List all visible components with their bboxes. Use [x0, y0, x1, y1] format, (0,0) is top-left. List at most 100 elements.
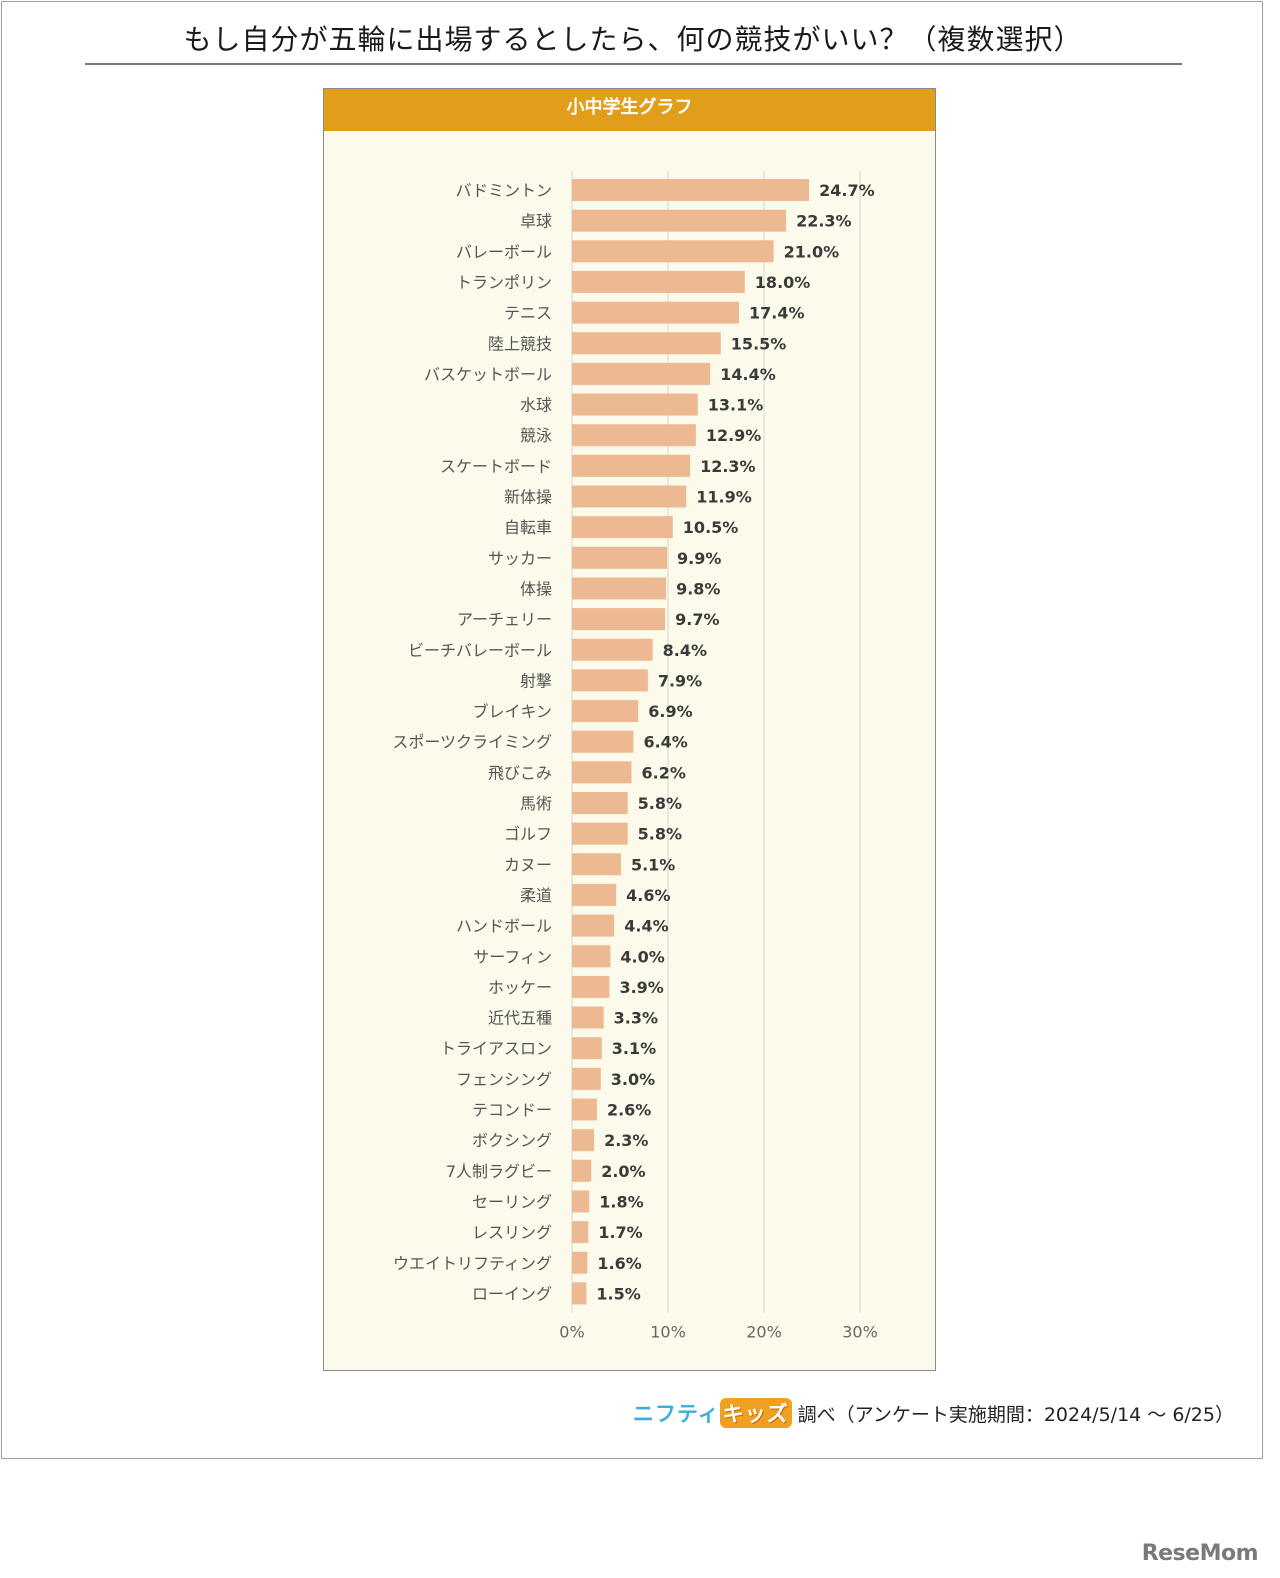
category-label: ローイング	[472, 1284, 552, 1303]
category-label: 自転車	[504, 518, 552, 537]
bar	[572, 270, 745, 293]
data-label: 3.9%	[619, 978, 663, 997]
bar	[572, 975, 610, 998]
data-label: 9.9%	[677, 549, 721, 568]
data-label: 2.0%	[601, 1162, 645, 1181]
x-tick-label: 20%	[746, 1323, 782, 1342]
data-label: 2.3%	[604, 1131, 648, 1150]
bar	[572, 822, 628, 845]
data-label: 5.1%	[631, 855, 675, 874]
x-tick-label: 10%	[650, 1323, 686, 1342]
bar	[572, 1067, 601, 1090]
data-label: 24.7%	[819, 181, 875, 200]
bar	[572, 1129, 595, 1152]
data-label: 9.8%	[676, 579, 720, 598]
category-label: テコンドー	[472, 1101, 552, 1120]
category-label: ウエイトリフティング	[393, 1254, 552, 1273]
category-label: ボクシング	[472, 1131, 552, 1150]
bar	[572, 485, 687, 508]
category-label: トライアスロン	[440, 1039, 552, 1058]
bar-chart: 0% 10% 20% 30% バドミントン 24.7% 卓球 22.3% バレーボール 21.0%…	[392, 170, 878, 1342]
category-label: ホッケー	[488, 978, 552, 997]
data-label: 1.7%	[598, 1223, 642, 1242]
bar	[572, 1251, 588, 1274]
bar	[572, 730, 634, 753]
bar	[572, 1159, 592, 1182]
data-label: 4.6%	[626, 886, 670, 905]
bar	[572, 853, 621, 876]
bar	[572, 424, 696, 447]
data-label: 12.9%	[706, 426, 762, 445]
category-label: サッカー	[488, 549, 552, 568]
bar	[572, 883, 617, 906]
data-label: 11.9%	[696, 488, 752, 507]
bar	[572, 332, 721, 355]
category-label: 7人制ラグビー	[446, 1162, 552, 1181]
category-label: 競泳	[520, 426, 552, 445]
category-label: セーリング	[472, 1192, 552, 1211]
resemom-watermark: ReseMom	[1141, 1541, 1259, 1566]
data-label: 6.9%	[648, 702, 692, 721]
bar	[572, 516, 673, 539]
data-label: 1.5%	[596, 1284, 640, 1303]
figure-frame	[1, 1, 1263, 1459]
category-label: 水球	[520, 396, 552, 415]
category-label: 体操	[520, 579, 552, 598]
bar	[572, 393, 698, 416]
category-label: 飛びこみ	[488, 763, 552, 782]
bar	[572, 638, 653, 661]
page-title: もし自分が五輪に出場するとしたら、何の競技がいい？（複数選択）	[183, 23, 1083, 56]
data-label: 2.6%	[607, 1101, 651, 1120]
category-label: ビーチバレーボール	[408, 641, 552, 660]
x-tick-label: 0%	[559, 1323, 584, 1342]
data-label: 18.0%	[755, 273, 811, 292]
category-label: ブレイキン	[472, 702, 552, 721]
data-label: 21.0%	[784, 242, 840, 261]
data-label: 3.0%	[611, 1070, 655, 1089]
bar	[572, 1037, 602, 1060]
data-label: 4.4%	[624, 917, 668, 936]
data-label: 1.6%	[597, 1254, 641, 1273]
category-label: 陸上競技	[488, 334, 552, 353]
data-label: 10.5%	[683, 518, 739, 537]
category-label: 柔道	[520, 886, 552, 905]
category-label: 射撃	[520, 671, 552, 690]
category-label: スポーツクライミング	[392, 733, 552, 752]
title-divider	[85, 63, 1182, 65]
category-label: 近代五種	[488, 1009, 552, 1028]
data-label: 5.8%	[638, 794, 682, 813]
data-label: 8.4%	[663, 641, 707, 660]
source-note: ニフティ キッズ 調べ（アンケート実施期間：2024/5/14 ～ 6/25）	[633, 1397, 1234, 1429]
data-label: 17.4%	[749, 304, 805, 323]
bar	[572, 700, 639, 723]
data-label: 3.3%	[614, 1009, 658, 1028]
data-label: 9.7%	[675, 610, 719, 629]
bar	[572, 1221, 589, 1244]
category-label: サーフィン	[473, 947, 552, 966]
category-label: レスリング	[472, 1223, 552, 1242]
data-label: 3.1%	[612, 1039, 656, 1058]
bar	[572, 209, 787, 232]
bar	[572, 608, 666, 631]
bar	[572, 945, 611, 968]
data-label: 13.1%	[708, 396, 764, 415]
x-tick-label: 30%	[842, 1323, 878, 1342]
data-label: 15.5%	[731, 334, 787, 353]
category-label: ハンドボール	[456, 917, 552, 936]
bar	[572, 1098, 597, 1121]
bar	[572, 546, 668, 569]
logo-nifty: ニフティ	[632, 1402, 720, 1426]
data-label: 14.4%	[720, 365, 776, 384]
data-label: 1.8%	[599, 1192, 643, 1211]
data-label: 22.3%	[796, 212, 852, 231]
bar	[572, 1190, 590, 1213]
data-label: 6.2%	[642, 763, 686, 782]
bar	[572, 669, 648, 692]
category-label: バレーボール	[456, 242, 552, 261]
category-label: 新体操	[504, 488, 552, 507]
chart-panel-title: 小中学生グラフ	[324, 89, 935, 131]
category-label: フェンシング	[456, 1070, 552, 1089]
bar	[572, 1006, 604, 1029]
data-label: 7.9%	[658, 671, 702, 690]
bar	[572, 362, 711, 385]
